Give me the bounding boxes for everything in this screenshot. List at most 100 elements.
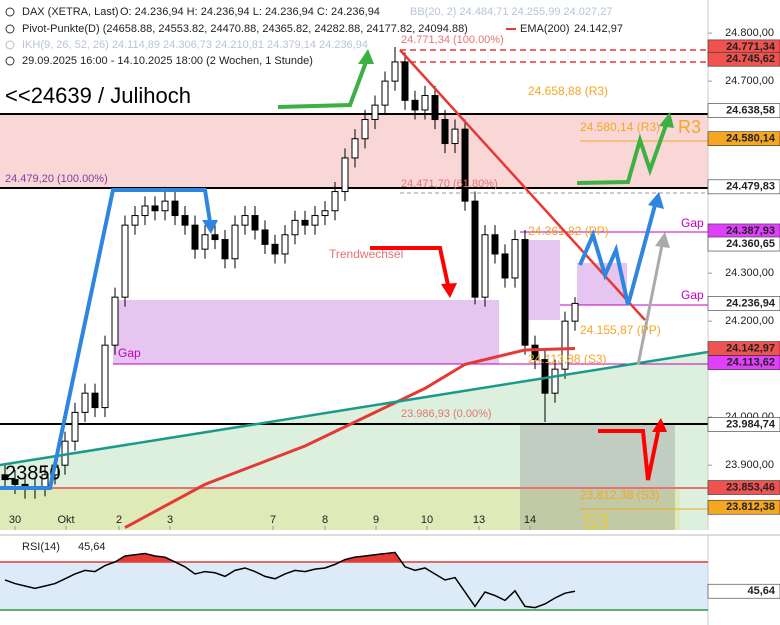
icon: [5, 40, 15, 50]
price-level-label: 24.580,14: [726, 133, 776, 145]
arrow-line: [636, 244, 664, 366]
price-level-box: [707, 179, 780, 195]
candle-body: [1, 474, 9, 481]
candle-body: [181, 215, 189, 226]
candle-body: [421, 95, 429, 111]
annotation: <<24639 / Julihoch: [5, 83, 191, 108]
candle-body: [471, 200, 479, 298]
y-tick-label: 24.700,00: [725, 75, 774, 87]
arrow-head: [659, 112, 674, 128]
candle-body: [111, 296, 119, 346]
candle-body: [381, 80, 389, 106]
candle-body: [351, 138, 359, 159]
arrow-line: [598, 429, 660, 481]
arrow-line: [576, 124, 668, 185]
price-level-label: 23.984,74: [726, 418, 776, 430]
candle-body: [361, 119, 369, 140]
candle-body: [451, 128, 459, 145]
ohlc-label: O: 24.236,94 H: 24.236,94 L: 24.236,94 C…: [120, 6, 380, 18]
candle-body: [291, 219, 299, 236]
header: DAX (XETRA, Last) O: 24.236,94 H: 24.236…: [5, 6, 623, 553]
x-tick-label: 10: [421, 514, 433, 526]
rsi-band: [0, 561, 708, 610]
price-level-label: 23.812,38: [726, 501, 775, 513]
rsi-value-box: [707, 583, 780, 599]
annotation: Gap: [118, 346, 141, 360]
rsi-value: 45,64: [78, 541, 106, 553]
price-level-box: [707, 417, 780, 432]
arrow-line: [370, 246, 450, 286]
price-level-box: [707, 236, 780, 252]
annotation: 23.812,38 (S3): [580, 488, 659, 502]
price-level-box: [707, 499, 780, 515]
candle-body: [81, 392, 89, 413]
arrow-head: [652, 418, 667, 432]
period-label: 29.09.2025 16:00 - 14.10.2025 18:00 (2 W…: [22, 55, 313, 67]
y-tick-label: 24.200,00: [725, 315, 774, 327]
price-level-label: 24.387,93: [726, 225, 775, 237]
candle-body: [151, 205, 159, 212]
y-tick-label: 23.900,00: [725, 459, 774, 471]
icon: [5, 56, 15, 66]
candle-body: [231, 224, 239, 260]
price-level-label: 24.113,62: [727, 357, 775, 369]
candle-body: [441, 119, 449, 145]
ikh-label: IKH(9, 26, 52, 26) 24.114,89 24.306,73 2…: [22, 39, 368, 51]
candle-body: [521, 239, 529, 346]
price-level-box: [707, 103, 780, 118]
price-level-label: 24.360,65: [726, 238, 775, 250]
candle-body: [101, 344, 109, 409]
arrow-line: [578, 204, 657, 306]
candle-body: [271, 243, 279, 255]
candle-body: [491, 234, 499, 255]
candle-body: [131, 215, 139, 226]
instrument-title: DAX (XETRA, Last): [22, 6, 119, 18]
candle-body: [211, 234, 219, 241]
price-level-box: [707, 480, 780, 495]
x-tick-label: 3: [167, 514, 173, 526]
candle-body: [201, 234, 209, 250]
x-tick-label: 7: [270, 514, 276, 526]
annotation: 24.361,82 (PP): [528, 224, 609, 238]
candle-body: [341, 157, 349, 193]
x-tick-label: 8: [322, 514, 328, 526]
candle-body: [311, 215, 319, 226]
ema-legend-name: EMA(200): [520, 23, 570, 35]
candle-body: [171, 200, 179, 217]
candle-body: [571, 302, 579, 322]
arrow-head: [441, 283, 457, 298]
annotation: R3: [678, 117, 701, 137]
annotation: 24.479,20 (100.00%): [5, 173, 108, 185]
annotation: 24.771,34 (100.00%): [401, 34, 504, 46]
icon: [5, 7, 15, 17]
candle-body: [391, 61, 399, 82]
gap-zone: [525, 240, 560, 320]
price-level-label: 23.853,46: [726, 481, 775, 493]
annotation: Trendwechsel: [329, 247, 403, 261]
annotation: 24.658,88 (R3): [528, 84, 608, 98]
arrow-head: [358, 49, 374, 64]
annotation: 24.155,87 (PP): [580, 323, 661, 337]
annotation: 24.471,70 (61.80%): [401, 178, 498, 190]
rsi-line: [4, 551, 576, 609]
annotation: 24.580,14 (R3): [580, 120, 660, 134]
annotation: 23850: [5, 462, 61, 484]
price-level-label: 24.771,34: [726, 41, 776, 53]
candle-body: [91, 392, 99, 409]
price-level-box: [707, 51, 780, 67]
annotation: Gap: [681, 288, 704, 302]
candle-body: [371, 104, 379, 121]
candle-body: [531, 344, 539, 361]
candle-body: [401, 61, 409, 101]
x-tick-label: Okt: [57, 514, 74, 526]
support-zone: [0, 352, 708, 530]
price-level-label: 24.142,97: [726, 342, 775, 354]
price-level-box: [707, 296, 780, 311]
candle-body: [431, 95, 439, 121]
ema-legend-value: 24.142,97: [574, 23, 623, 35]
x-tick-label: 9: [373, 514, 379, 526]
icon: [5, 24, 15, 34]
y-tick-label: 24.300,00: [725, 267, 774, 279]
candle-body: [261, 229, 269, 245]
